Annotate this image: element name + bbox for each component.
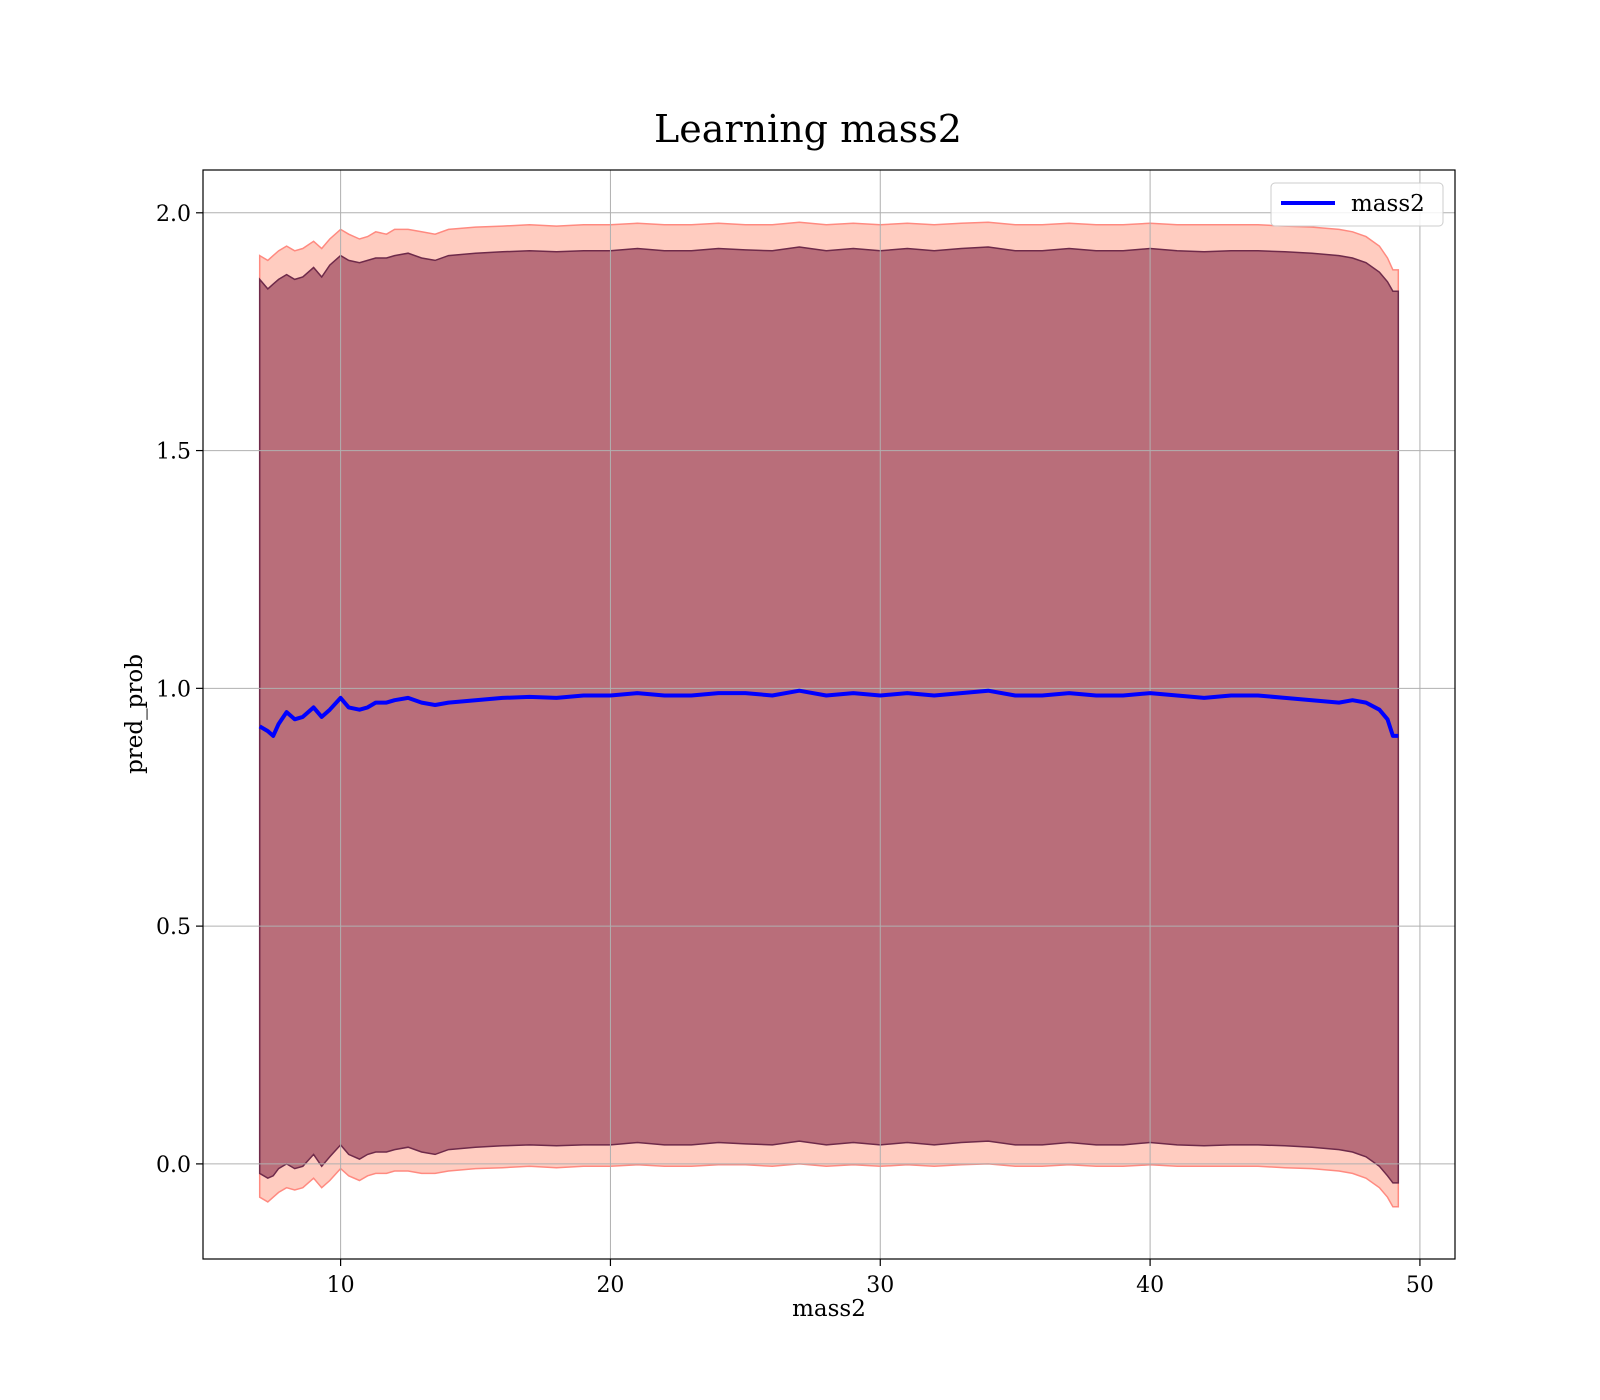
y-tick-label: 1.0 xyxy=(156,677,191,702)
confidence-band-2 xyxy=(258,246,1400,1184)
y-tick-label: 1.5 xyxy=(156,440,191,465)
x-tick-label: 50 xyxy=(1406,1273,1434,1298)
x-tick-label: 20 xyxy=(596,1273,624,1298)
x-tick-label: 10 xyxy=(327,1273,355,1298)
y-axis-ticks: 0.0 0.5 1.0 1.5 2.0 xyxy=(156,202,203,1178)
bands-layer xyxy=(258,221,1400,1208)
x-axis-label: mass2 xyxy=(792,1296,866,1322)
series-line-mass2 xyxy=(258,688,1399,738)
grid-layer xyxy=(203,170,1455,1259)
legend-box xyxy=(1270,182,1444,227)
x-tick-label: 40 xyxy=(1136,1273,1164,1298)
plot-area xyxy=(202,169,1456,1260)
plot-frame xyxy=(202,169,1456,1260)
y-tick-label: 2.0 xyxy=(156,202,191,227)
y-axis-label: pred_prob xyxy=(122,654,148,774)
legend-label-mass2: mass2 xyxy=(1351,191,1425,217)
line-layer xyxy=(258,688,1399,738)
y-tick-label: 0.5 xyxy=(156,915,191,940)
x-tick-label: 30 xyxy=(866,1273,894,1298)
chart-title: Learning mass2 xyxy=(654,107,962,151)
legend: mass2 xyxy=(1270,182,1444,227)
y-tick-label: 0.0 xyxy=(156,1153,191,1178)
x-axis-ticks: 10 20 30 40 50 xyxy=(327,1259,1434,1298)
